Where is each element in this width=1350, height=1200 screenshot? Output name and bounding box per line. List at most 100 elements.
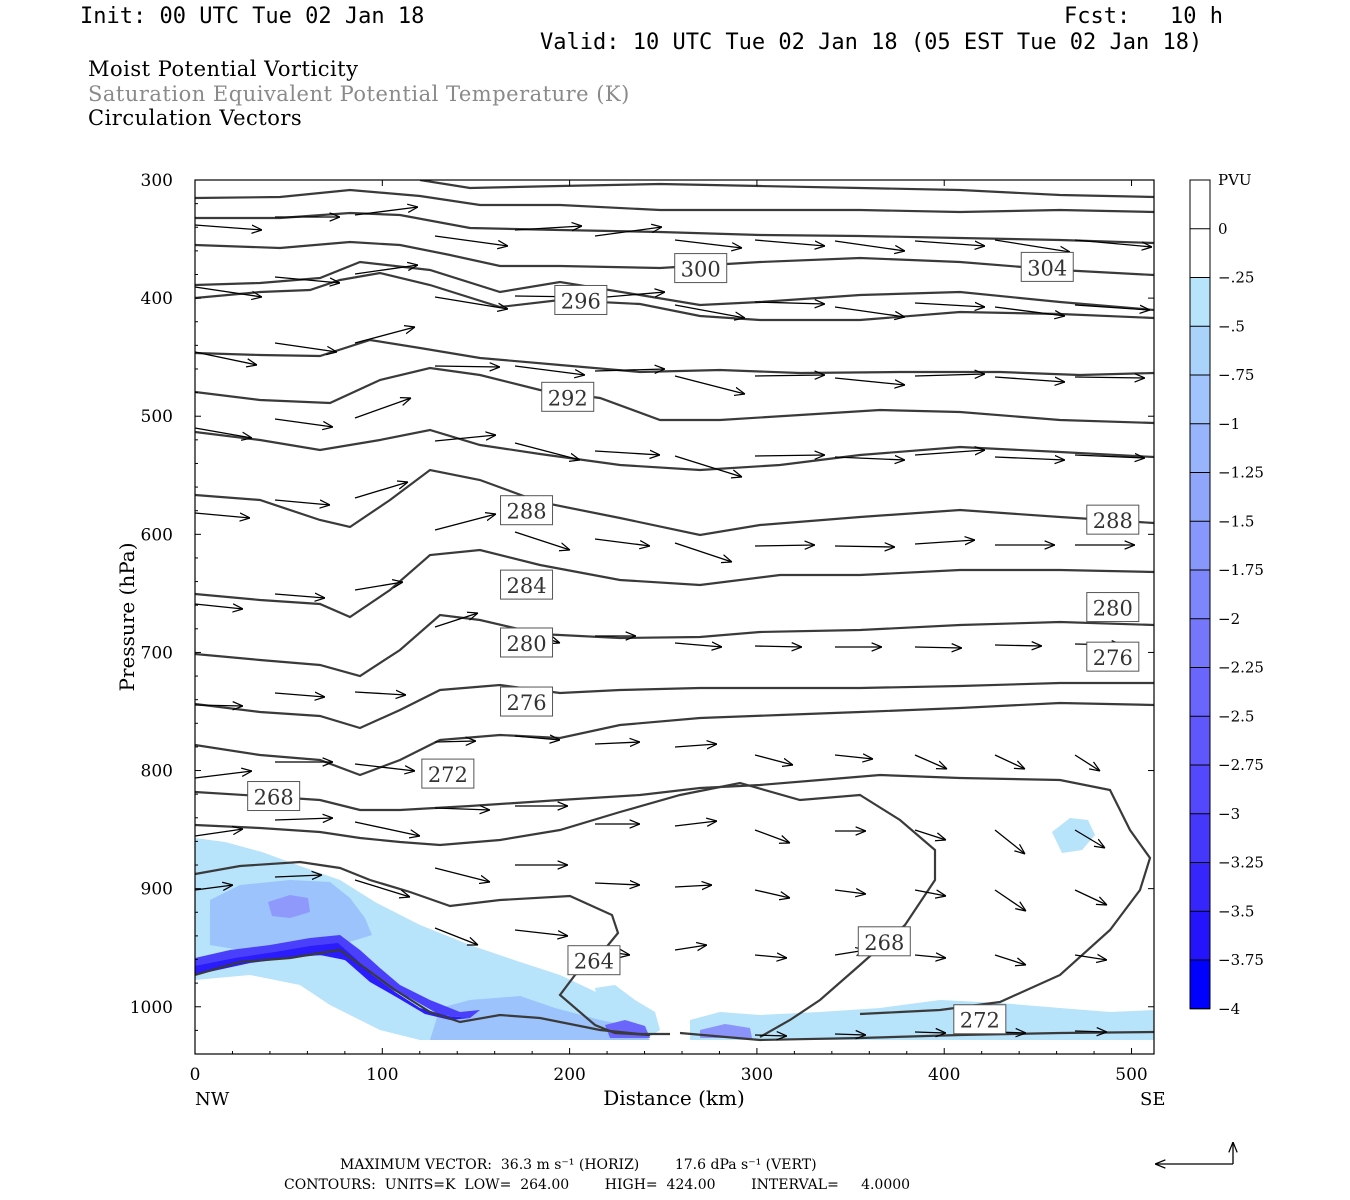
- contour-label-text: 296: [561, 289, 601, 313]
- x-axis: 0 100 200 300 400 500: [190, 180, 1148, 1085]
- colorbar-segment: [1190, 765, 1210, 814]
- vector-arrow: [674, 821, 717, 826]
- contour-label: 276: [1086, 641, 1140, 672]
- colorbar-label: −.25: [1218, 269, 1254, 287]
- init-time: Init: 00 UTC Tue 02 Jan 18: [80, 4, 425, 29]
- contour-label: 292: [541, 381, 595, 412]
- vector-arrow: [834, 755, 873, 759]
- vector-arrow: [1074, 1031, 1107, 1032]
- circulation-vectors: [194, 207, 1152, 1036]
- colorbar-label: −1: [1218, 415, 1240, 433]
- vector-arrow: [834, 890, 866, 894]
- vector-arrow: [914, 303, 985, 307]
- field-title-mpv: Moist Potential Vorticity: [88, 57, 359, 81]
- vector-arrow: [754, 239, 825, 246]
- pv-region-strong: [700, 1024, 752, 1038]
- vector-arrow: [514, 531, 570, 550]
- vector-arrow: [754, 455, 825, 456]
- colorbar-label: −.5: [1218, 317, 1245, 335]
- x-tick-label: 100: [366, 1065, 398, 1085]
- pv-colorbar: 0 −.25 −.5 −.75 −1 −1.25 −1.5 −1.75 −2 −2.25 −2.5 −…: [1189, 171, 1264, 1018]
- colorbar-segment: [1190, 862, 1210, 912]
- contour-label-box: [541, 381, 595, 412]
- vector-arrow: [914, 889, 946, 896]
- vector-arrow: [1074, 754, 1100, 771]
- vector-arrow: [674, 239, 742, 248]
- vector-arrow: [754, 545, 815, 546]
- vector-arrow: [194, 604, 243, 609]
- vector-arrow: [274, 499, 330, 505]
- contour-label: 296: [554, 284, 608, 315]
- colorbar-label: −1.75: [1218, 561, 1264, 579]
- contour-info: CONTOURS: UNITS=K LOW= 264.00 HIGH= 424.…: [284, 1177, 911, 1193]
- vector-arrow: [994, 889, 1026, 911]
- vector-arrow: [274, 875, 322, 877]
- contour-line: [195, 240, 1154, 277]
- vector-arrow: [914, 647, 962, 648]
- colorbar-label: −2: [1218, 610, 1240, 628]
- colorbar-segment: [1190, 277, 1210, 327]
- contour-label: 272: [421, 758, 475, 789]
- vector-arrow: [994, 457, 1065, 460]
- colorbar-label: 0: [1218, 220, 1228, 238]
- vector-arrow: [274, 818, 333, 820]
- vector-arrow: [754, 1035, 787, 1036]
- pv-region-dark: [268, 895, 310, 918]
- colorbar-label: −3.25: [1218, 854, 1264, 872]
- y-tick-label: 900: [141, 880, 173, 900]
- vector-arrow: [594, 227, 662, 237]
- colorbar-segment: [1190, 960, 1210, 1009]
- vector-arrow: [434, 741, 476, 742]
- contour-label: 280: [500, 627, 554, 658]
- vector-arrow: [1074, 889, 1107, 905]
- y-tick-label: 800: [141, 762, 173, 782]
- x-endpoint-start: NW: [195, 1089, 230, 1110]
- vector-arrow: [434, 867, 490, 882]
- vector-arrow: [434, 514, 496, 531]
- contour-label-text: 268: [864, 931, 904, 955]
- pv-shading: [195, 818, 1154, 1040]
- contour-labels: 300 304 296 292 288 288 284 280 280 276 276 272 272 2…: [247, 251, 1140, 1035]
- contour-label: 276: [500, 686, 554, 717]
- vector-arrow: [354, 482, 408, 499]
- contour-line: [195, 548, 1154, 619]
- vector-arrow: [194, 427, 252, 438]
- contour-label: 288: [500, 495, 554, 526]
- vector-arrow: [674, 455, 742, 477]
- contour-label-text: 268: [254, 786, 294, 810]
- contour-label-text: 272: [960, 1009, 1000, 1033]
- colorbar-label: −1.25: [1218, 464, 1264, 482]
- colorbar-segment: [1190, 326, 1210, 375]
- pv-region-light: [690, 1000, 1154, 1040]
- contour-label-text: 276: [1093, 646, 1133, 670]
- vector-arrow: [1074, 829, 1105, 848]
- colorbar-segment: [1190, 375, 1210, 424]
- contour-label-text: 280: [506, 632, 546, 656]
- y-tick-label: 300: [141, 171, 173, 191]
- vector-arrow: [514, 929, 568, 936]
- x-tick-label: 0: [190, 1065, 201, 1085]
- vector-arrow: [354, 207, 418, 216]
- contour-label-box: [1086, 592, 1140, 623]
- vector-arrow: [994, 829, 1025, 854]
- x-endpoint-end: SE: [1140, 1089, 1165, 1110]
- contour-label: 280: [1086, 592, 1140, 623]
- field-title-theta-es: Saturation Equivalent Potential Temperat…: [88, 82, 630, 106]
- colorbar-label: −2.25: [1218, 659, 1264, 677]
- vector-arrow: [674, 945, 707, 950]
- colorbar-label: −3: [1218, 805, 1240, 823]
- contour-line: [195, 428, 1154, 472]
- colorbar-segment: [1190, 667, 1210, 717]
- contour-line: [679, 1030, 1154, 1042]
- contour-label-box: [500, 495, 554, 526]
- vector-arrow: [834, 1034, 866, 1035]
- colorbar-segment: [1190, 716, 1210, 765]
- contour-label-box: [554, 284, 608, 315]
- contour-line: [195, 468, 1154, 537]
- colorbar-label: −3.5: [1218, 902, 1254, 920]
- vector-arrow: [354, 265, 418, 275]
- vector-arrow: [274, 693, 325, 697]
- contour-label-box: [953, 1004, 1007, 1035]
- vector-arrow: [994, 239, 1070, 252]
